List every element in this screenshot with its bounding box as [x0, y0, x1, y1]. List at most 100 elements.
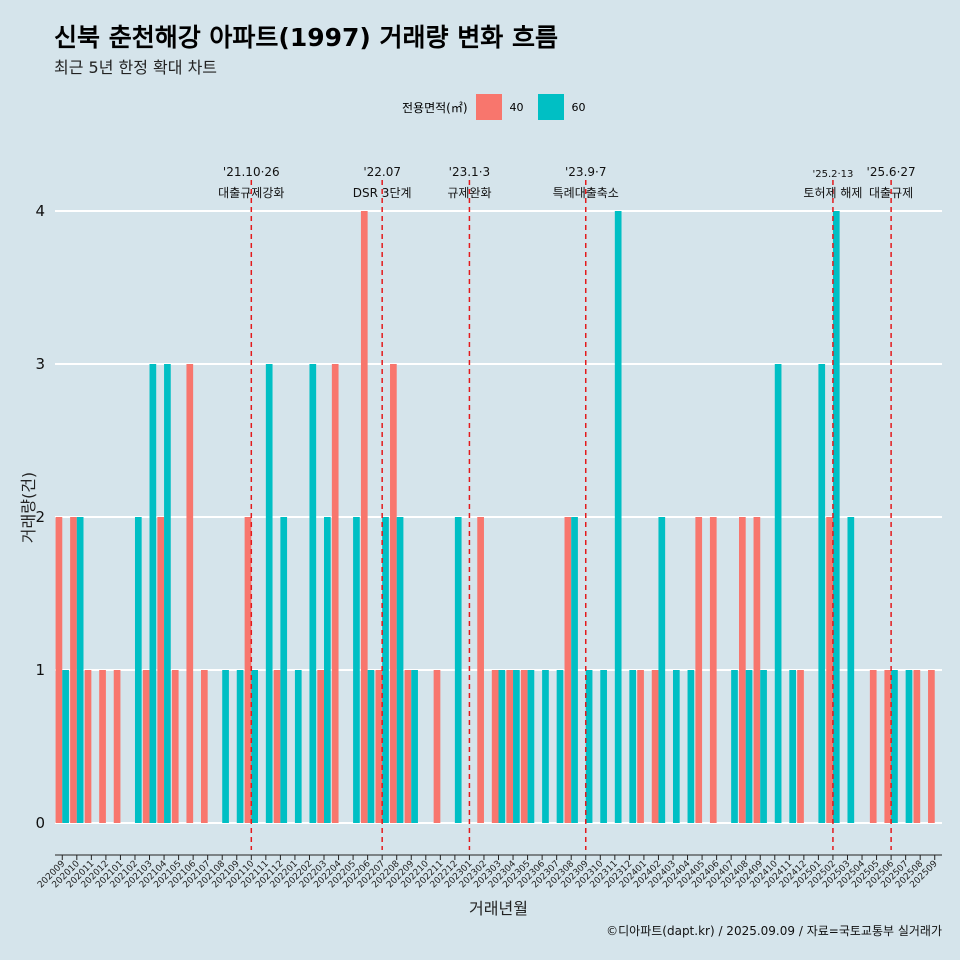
bar-40-202208: [390, 364, 397, 823]
bar-60-202209: [411, 670, 418, 823]
bar-40-202412: [797, 670, 804, 823]
chart-title: 신북 춘천해강 아파트(1997) 거래량 변화 흐름: [54, 23, 558, 52]
bar-60-202110: [251, 670, 258, 823]
annotation-label: 대출규제강화: [218, 186, 284, 200]
bar-60-202303: [498, 670, 506, 823]
bar-60-202408: [745, 670, 753, 823]
annotation-label: 토허제 해제: [803, 186, 862, 200]
bar-40-202010: [70, 517, 77, 823]
bar-60-202112: [280, 517, 288, 823]
bar-60-202507: [905, 670, 913, 823]
bar-60-202104: [164, 364, 171, 823]
y-tick-label: 4: [35, 202, 45, 220]
bar-40-202103: [142, 670, 150, 823]
annotation-date: '23.9·7: [565, 165, 606, 179]
legend: 전용면적(㎡) 40 60: [402, 93, 600, 121]
y-tick-label: 0: [35, 814, 45, 832]
bar-40-202502: [826, 517, 833, 823]
annotation-label: DSR 3단계: [353, 186, 412, 200]
bar-60-202402: [658, 517, 666, 823]
bar-60-202206: [367, 670, 375, 823]
bar-40-202106: [186, 364, 194, 823]
legend-label-40: 40: [509, 100, 524, 114]
bar-60-202203: [324, 517, 331, 823]
bar-60-202410: [774, 364, 782, 823]
bar-60-202311: [614, 211, 622, 823]
bar-40-202303: [491, 670, 499, 823]
bar-40-202112: [273, 670, 281, 823]
bar-40-202505: [869, 670, 877, 823]
bar-40-202203: [317, 670, 325, 823]
legend-label-60: 60: [571, 100, 586, 114]
bar-60-202109: [236, 670, 244, 823]
bar-60-202207: [382, 517, 389, 823]
bar-40-202405: [695, 517, 703, 823]
chart-subtitle: 최근 5년 한정 확대 차트: [54, 58, 218, 77]
bar-60-202307: [556, 670, 564, 823]
legend-title: 전용면적(㎡): [402, 100, 468, 115]
y-tick-label: 2: [35, 508, 45, 526]
bar-60-202201: [294, 670, 302, 823]
bar-40-202012: [99, 670, 106, 823]
bar-60-202009: [62, 670, 69, 823]
annotation-date: '22.07: [363, 165, 401, 179]
bar-60-202308: [571, 517, 578, 823]
bar-40-202207: [375, 670, 383, 823]
bar-40-202204: [331, 364, 339, 823]
bar-40-202509: [928, 670, 935, 823]
bar-40-202105: [171, 670, 179, 823]
bar-60-202305: [527, 670, 535, 823]
bar-60-202010: [76, 517, 84, 823]
bar-60-202205: [353, 517, 360, 823]
bar-40-202402: [651, 670, 659, 823]
bar-40-202011: [84, 670, 92, 823]
bar-60-202312: [629, 670, 637, 823]
bar-40-202401: [637, 670, 644, 823]
bar-60-202202: [309, 364, 317, 823]
bar-40-202304: [506, 670, 514, 823]
annotation-date: '21.10·26: [223, 165, 280, 179]
bar-60-202208: [396, 517, 404, 823]
y-axis-title: 거래량(건): [19, 472, 38, 543]
legend-key-60: [537, 94, 564, 120]
bar-40-202110: [244, 517, 252, 823]
legend-key-40: [475, 94, 502, 120]
x-axis-title: 거래년월: [469, 899, 528, 918]
bar-60-202103: [149, 364, 157, 823]
bar-60-202309: [585, 670, 593, 823]
bar-40-202104: [157, 517, 165, 823]
annotation-date: '25.2·13: [812, 169, 853, 180]
bar-40-202408: [739, 517, 746, 823]
y-tick-label: 1: [35, 661, 45, 679]
bar-40-202508: [913, 670, 921, 823]
bar-60-202409: [760, 670, 767, 823]
bar-60-202108: [222, 670, 229, 823]
bar-40-202305: [520, 670, 528, 823]
bar-60-202411: [789, 670, 797, 823]
bar-40-202409: [753, 517, 761, 823]
bar-60-202403: [672, 670, 680, 823]
annotation-label: 특례대출축소: [553, 186, 619, 200]
annotation-label: 규제완화: [447, 186, 491, 200]
bar-40-202101: [113, 670, 121, 823]
annotation-date: '23.1·3: [449, 165, 490, 179]
bar-60-202501: [818, 364, 826, 823]
bar-40-202506: [884, 670, 892, 823]
bar-40-202302: [477, 517, 484, 823]
bar-60-202502: [832, 211, 840, 823]
bar-60-202212: [454, 517, 462, 823]
bar-60-202404: [687, 670, 695, 823]
bar-40-202406: [709, 517, 717, 823]
y-tick-label: 3: [35, 355, 45, 373]
bar-40-202009: [55, 517, 63, 823]
annotation-date: '25.6·27: [867, 165, 916, 179]
bar-60-202102: [134, 517, 142, 823]
bar-40-202211: [433, 670, 441, 823]
bar-40-202107: [200, 670, 208, 823]
source-caption: ©디아파트(dapt.kr) / 2025.09.09 / 자료=국토교통부 실…: [606, 924, 942, 938]
bar-40-202308: [564, 517, 572, 823]
bar-60-202111: [265, 364, 273, 823]
bar-60-202407: [731, 670, 738, 823]
bar-40-202209: [404, 670, 412, 823]
